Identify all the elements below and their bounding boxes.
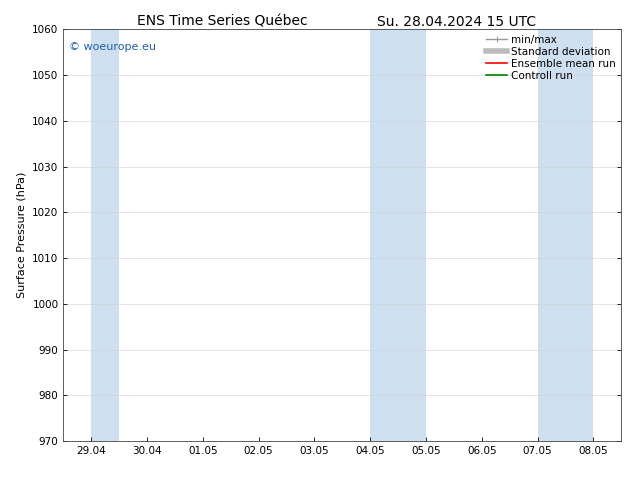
- Bar: [370, 29, 426, 441]
- Text: ENS Time Series Québec: ENS Time Series Québec: [136, 15, 307, 29]
- Text: © woeurope.eu: © woeurope.eu: [69, 42, 156, 52]
- Legend: min/max, Standard deviation, Ensemble mean run, Controll run: min/max, Standard deviation, Ensemble me…: [483, 31, 619, 84]
- Text: Su. 28.04.2024 15 UTC: Su. 28.04.2024 15 UTC: [377, 15, 536, 29]
- Bar: [538, 29, 593, 441]
- Y-axis label: Surface Pressure (hPa): Surface Pressure (hPa): [16, 172, 27, 298]
- Bar: [91, 29, 119, 441]
